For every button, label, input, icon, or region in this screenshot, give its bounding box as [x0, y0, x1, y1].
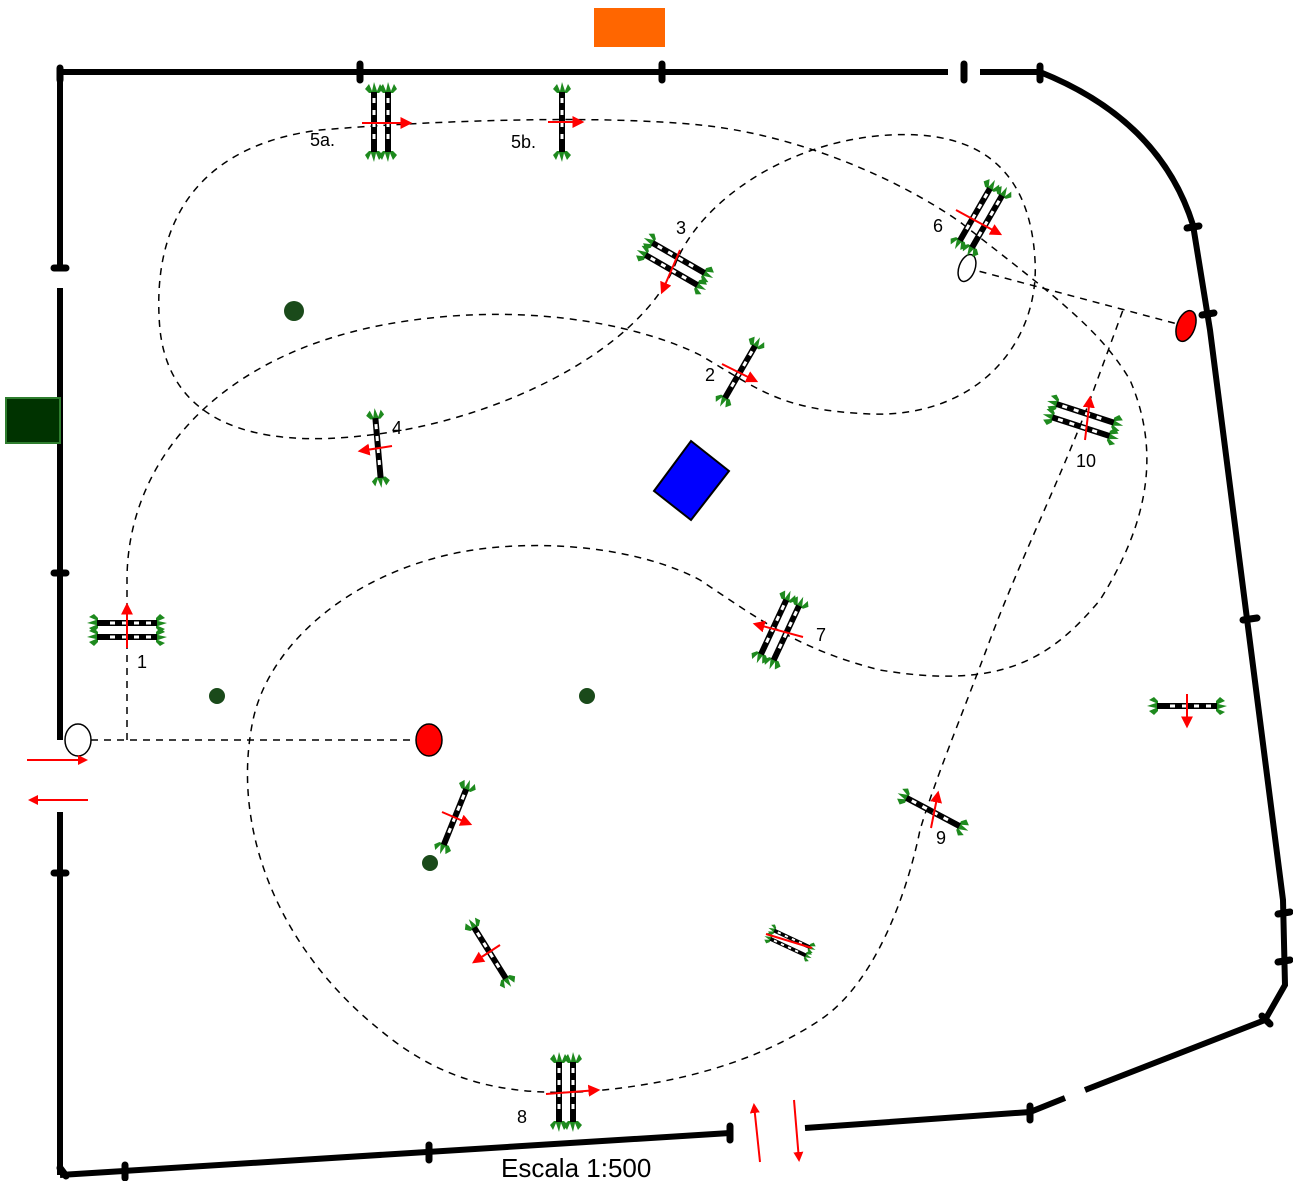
- course-route: [78, 118, 1186, 1094]
- start-marker: [64, 723, 92, 757]
- finish-marker-2: [1175, 309, 1197, 343]
- jump-label-5b: 5b.: [511, 132, 536, 152]
- jump-label-3: 3: [676, 218, 686, 238]
- jump-9: [893, 785, 972, 838]
- start-marker-2: [957, 253, 977, 283]
- jump-label-2: 2: [705, 365, 715, 385]
- jump-label-1: 1: [137, 652, 147, 672]
- fence-posts: [50, 60, 1293, 1181]
- extra-jump: [762, 923, 818, 964]
- extra-jump: [461, 914, 519, 991]
- jump-6: [947, 175, 1015, 260]
- shrub: [284, 301, 304, 321]
- jump-label-4: 4: [392, 418, 402, 438]
- shrubs: [209, 301, 595, 871]
- judge-box: [594, 8, 665, 47]
- side-box: [5, 397, 61, 444]
- shrub: [579, 688, 595, 704]
- jump-labels: 1 2 3 4 5a. 5b. 6 7 8 9 10: [137, 130, 1096, 1127]
- scale-label: Escala 1:500: [501, 1153, 651, 1181]
- shrub: [209, 688, 225, 704]
- finish-marker: [415, 723, 443, 757]
- jump-10: [1040, 392, 1126, 447]
- jump-label-6: 6: [933, 216, 943, 236]
- jump-label-7: 7: [816, 625, 826, 645]
- jump-label-5a: 5a.: [310, 130, 335, 150]
- shrub: [422, 855, 438, 871]
- jump-label-8: 8: [517, 1107, 527, 1127]
- gate-arrows: [27, 755, 804, 1163]
- arena-fence: [50, 60, 1293, 1181]
- center-box: [652, 439, 731, 522]
- jump-label-9: 9: [936, 828, 946, 848]
- jump-label-10: 10: [1076, 451, 1096, 471]
